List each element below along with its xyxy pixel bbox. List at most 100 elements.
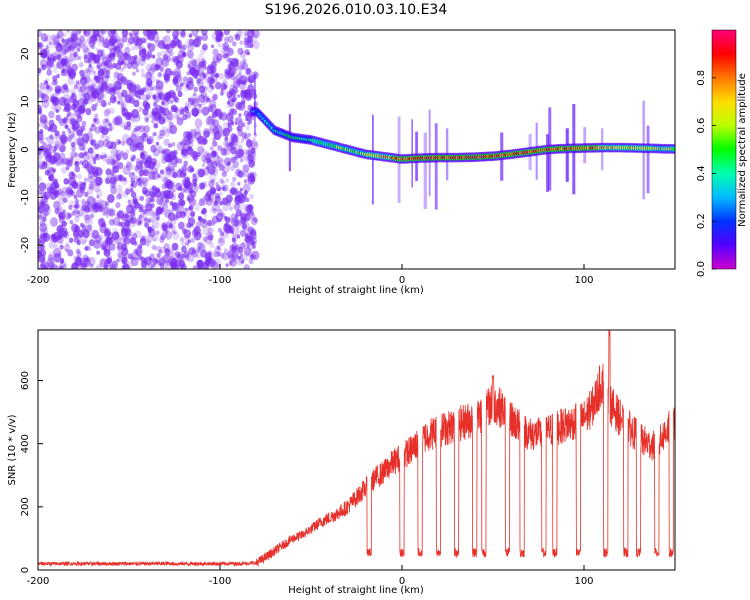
spectrogram-noise-point bbox=[211, 95, 217, 102]
spectrogram-noise-point bbox=[188, 206, 192, 211]
spectrogram-noise-point bbox=[75, 80, 80, 85]
spectrogram-noise-point bbox=[77, 173, 82, 180]
spectrogram-noise-point bbox=[72, 126, 77, 132]
spectrogram-noise-point bbox=[239, 187, 243, 192]
spectrogram-noise-point bbox=[67, 111, 71, 117]
spectrogram-noise-point bbox=[160, 234, 165, 241]
spectrogram-noise-point bbox=[46, 152, 52, 158]
spectrogram-noise-point bbox=[249, 78, 254, 83]
spectrogram-noise-point bbox=[105, 168, 112, 176]
spectrogram-noise-point bbox=[86, 36, 93, 44]
spectrogram-noise-point bbox=[159, 233, 166, 241]
spectrogram-noise-point bbox=[219, 191, 224, 196]
spectrogram-noise-point bbox=[233, 151, 241, 160]
spectrogram-ridge bbox=[249, 74, 675, 210]
spectrogram-noise-point bbox=[243, 60, 247, 65]
spectrogram-noise-point bbox=[162, 202, 169, 210]
spectrogram-noise-point bbox=[110, 158, 116, 166]
spectrogram-noise-point bbox=[188, 78, 194, 85]
spectrogram-noise-point bbox=[156, 134, 162, 141]
colorbar-tick-label: 0.0 bbox=[696, 261, 707, 277]
spectrogram-noise-point bbox=[81, 146, 87, 152]
spectrogram-noise-point bbox=[226, 200, 231, 205]
spectrogram-noise-point bbox=[42, 232, 51, 242]
spectrogram-noise-point bbox=[58, 206, 63, 213]
spectrogram-noise-point bbox=[43, 124, 48, 130]
spectrogram-noise-point bbox=[219, 177, 224, 184]
spectrogram-noise-point bbox=[175, 158, 179, 163]
spectrogram-noise-point bbox=[46, 167, 55, 177]
spectrogram-noise-point bbox=[86, 203, 94, 212]
spectrogram-noise-point bbox=[155, 141, 160, 146]
spectrogram-noise-point bbox=[205, 115, 214, 126]
spectrogram-noise-point bbox=[42, 142, 47, 148]
spectrogram-noise-point bbox=[89, 94, 97, 102]
spectrogram-noise-point bbox=[210, 78, 216, 84]
spectrogram-noise-point bbox=[96, 62, 102, 70]
spectrogram-noise-point bbox=[74, 165, 81, 173]
spectrogram-noise-point bbox=[45, 61, 53, 70]
spectrogram-noise-point bbox=[88, 183, 95, 190]
spectrogram-noise-point bbox=[188, 38, 195, 46]
spectrogram-noise-point bbox=[105, 127, 110, 133]
spectrogram-noise-point bbox=[232, 134, 239, 143]
spectrogram-noise-point bbox=[61, 220, 67, 227]
spectrogram-noise-point bbox=[242, 192, 248, 199]
spectrogram-noise-point bbox=[110, 141, 117, 149]
spectrogram-noise-point bbox=[224, 45, 231, 53]
spectrogram-noise-point bbox=[241, 252, 249, 261]
spectrogram-noise-point bbox=[81, 133, 90, 143]
spectrogram-noise-point bbox=[138, 96, 142, 100]
spectrogram-noise-point bbox=[130, 201, 137, 209]
spectrogram-noise-point bbox=[90, 140, 94, 145]
spectrogram-noise-point bbox=[238, 61, 246, 70]
spectrogram-noise-point bbox=[92, 30, 100, 37]
spectrogram-noise-point bbox=[75, 82, 80, 88]
spectrogram-noise-point bbox=[234, 156, 238, 160]
spectrogram-noise-point bbox=[38, 161, 42, 168]
spectrogram-noise-point bbox=[116, 153, 122, 161]
spectrogram-noise-point bbox=[144, 222, 150, 229]
spectrogram-noise-point bbox=[229, 258, 237, 267]
spectrogram-noise-point bbox=[245, 197, 250, 203]
spectrogram-noise-point bbox=[49, 134, 54, 140]
spectrogram-noise-point bbox=[41, 64, 47, 71]
spectrogram-noise-point bbox=[84, 76, 91, 83]
spectrogram-noise-point bbox=[104, 177, 111, 185]
spectrogram-noise-point bbox=[232, 76, 238, 83]
spectrogram-noise-point bbox=[212, 140, 218, 147]
spectrogram-noise-point bbox=[79, 35, 85, 42]
spectrogram-noise-point bbox=[178, 50, 185, 59]
spectrogram-noise-point bbox=[207, 63, 214, 72]
spectrogram-noise-point bbox=[123, 236, 131, 245]
spectrogram-noise-point bbox=[70, 33, 78, 42]
spectrogram-noise-point bbox=[154, 246, 158, 251]
spectrogram-noise-point bbox=[196, 247, 201, 253]
spectrogram-noise-point bbox=[105, 53, 113, 62]
spectrogram-noise-point bbox=[62, 108, 66, 112]
spectrogram-noise-point bbox=[44, 169, 50, 176]
spectrogram-noise-point bbox=[186, 134, 193, 141]
spectrogram-noise-point bbox=[226, 112, 234, 122]
spectrogram-noise-point bbox=[83, 30, 88, 35]
spectrogram-noise-point bbox=[245, 204, 253, 214]
spectrogram-noise-point bbox=[170, 155, 179, 165]
spectrogram-noise-point bbox=[152, 257, 158, 265]
spectrogram-noise-point bbox=[75, 255, 83, 264]
spectrogram-noise-point bbox=[232, 96, 237, 103]
spectrogram-noise-point bbox=[234, 195, 241, 203]
spectrogram-noise-point bbox=[81, 239, 87, 245]
spectrogram-noise-point bbox=[177, 158, 183, 164]
spectrogram-noise-point bbox=[69, 40, 78, 49]
spectrogram-noise-point bbox=[40, 201, 45, 207]
spectrogram-noise-point bbox=[234, 168, 241, 177]
spectrogram-noise-point bbox=[92, 90, 100, 100]
spectrogram-noise-point bbox=[55, 108, 59, 113]
spectrogram-noise-point bbox=[57, 118, 63, 125]
spectrogram-noise-point bbox=[207, 76, 214, 84]
spectrogram-noise-point bbox=[85, 200, 91, 207]
spectrogram-noise-point bbox=[198, 94, 206, 103]
spectrogram-noise-point bbox=[53, 200, 60, 210]
colorbar-tick-label: 0.4 bbox=[696, 165, 707, 181]
snr-y-tick-label: 400 bbox=[20, 434, 31, 453]
